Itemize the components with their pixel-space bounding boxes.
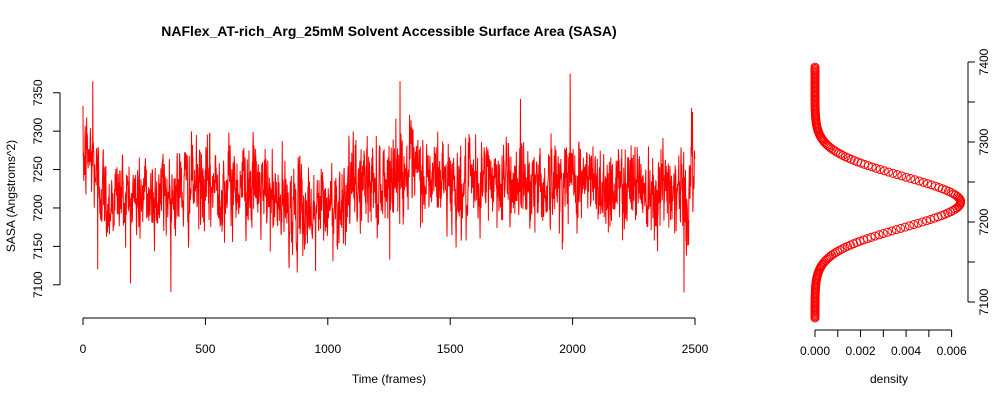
density-panel: 0.000 0.002 0.004 0.006 7100 7200 7300 7400 de… [800,48,991,386]
y-tick-label: 7350 [31,79,45,106]
x-tick-label: 2000 [559,342,586,356]
y-tick-label: 7200 [31,194,45,221]
density-point [922,216,932,226]
density-x-tick-label: 0.004 [891,344,921,358]
density-point [923,179,933,189]
density-point [830,248,840,258]
density-point [897,171,907,181]
chart-title: NAFlex_AT-rich_Arg_25mM Solvent Accessib… [161,23,616,39]
density-point [810,62,820,72]
x-tick-label: 500 [195,342,215,356]
density-point [887,226,897,236]
density-x-axis: 0.000 0.002 0.004 0.006 [800,329,967,358]
density-point [875,165,885,175]
density-point [910,175,920,185]
density-series [810,62,966,323]
density-x-tick-label: 0.002 [846,344,876,358]
density-point [866,232,876,242]
y-tick-label: 7150 [31,233,45,260]
density-point [835,245,845,255]
sasa-y-axis: 7100 7150 7200 7250 7300 7350 [31,79,61,298]
density-point [884,167,894,177]
density-x-tick-label: 0.000 [800,344,830,358]
density-point [870,231,880,241]
y-tick-label: 7250 [31,156,45,183]
density-point [835,149,845,159]
density-y-tick-label: 7400 [977,48,991,75]
density-y-axis: 7100 7200 7300 7400 [967,48,991,315]
density-point [946,207,956,217]
density-point [901,172,911,182]
sasa-series [82,73,696,293]
x-tick-label: 1500 [437,342,464,356]
density-point [896,223,906,233]
x-tick-label: 2500 [682,342,709,356]
density-point [930,181,940,191]
density-point [891,225,901,235]
y-tick-label: 7100 [31,271,45,298]
density-point [888,168,898,178]
density-point [909,220,919,230]
density-point [900,222,910,232]
density-x-label: density [870,372,908,386]
density-point [913,218,923,228]
y-tick-label: 7300 [31,117,45,144]
density-point [914,176,924,186]
x-axis-label: Time (frames) [352,372,426,386]
density-point [917,217,927,227]
x-tick-label: 1000 [314,342,341,356]
density-point [949,189,959,199]
density-point [862,234,872,244]
density-point [879,166,889,176]
density-point [904,221,914,231]
density-point [878,229,888,239]
density-x-tick-label: 0.006 [937,344,967,358]
density-point [871,163,881,173]
density-point [833,246,843,256]
density-point [883,227,893,237]
density-point [838,150,848,160]
density-point [951,190,961,200]
density-y-tick-label: 7100 [977,288,991,315]
density-point [892,170,902,180]
y-axis-label: SASA (Angstroms^2) [4,140,18,252]
time-x-axis: 0 500 1000 1500 2000 2500 [80,317,709,356]
density-point [906,173,916,183]
density-y-tick-label: 7200 [977,208,991,235]
sasa-series-line [82,73,696,293]
x-tick-label: 0 [80,342,87,356]
density-point [918,177,928,187]
density-point [874,230,884,240]
time-series-panel: 0 500 1000 1500 2000 2500 7100 7150 7200 7250 730… [4,73,709,386]
density-point [927,180,937,190]
density-y-tick-label: 7300 [977,128,991,155]
